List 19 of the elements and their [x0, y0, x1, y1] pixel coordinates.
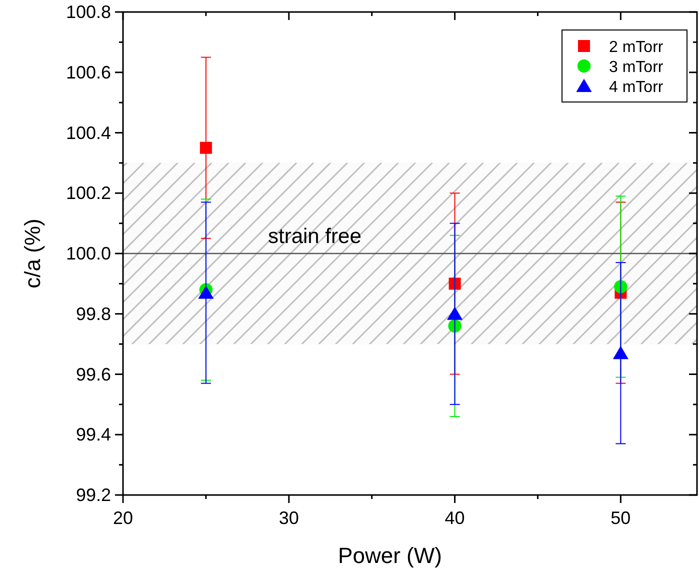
legend-label: 2 mTorr — [609, 39, 664, 56]
x-tick-label: 20 — [112, 508, 134, 528]
legend-label: 3 mTorr — [609, 59, 664, 76]
y-axis-title: c/a (%) — [20, 218, 45, 288]
x-tick-label: 30 — [278, 508, 299, 528]
y-tick-label: 100.0 — [66, 244, 111, 264]
legend-label: 4 mTorr — [609, 79, 664, 96]
x-tick-label: 50 — [610, 508, 631, 528]
y-tick-label: 100.8 — [66, 2, 111, 22]
y-tick-label: 100.2 — [66, 183, 111, 204]
y-tick-label: 99.4 — [76, 424, 111, 445]
x-tick-label: 40 — [444, 508, 465, 528]
y-tick-label: 100.6 — [66, 62, 111, 82]
y-tick-label: 99.8 — [76, 304, 111, 324]
y-tick-label: 99.2 — [76, 485, 111, 505]
y-tick-label: 99.6 — [76, 364, 111, 384]
band-label: strain free — [268, 224, 362, 248]
y-tick-label: 100.4 — [66, 122, 111, 143]
x-axis-title: Power (W) — [338, 543, 442, 568]
